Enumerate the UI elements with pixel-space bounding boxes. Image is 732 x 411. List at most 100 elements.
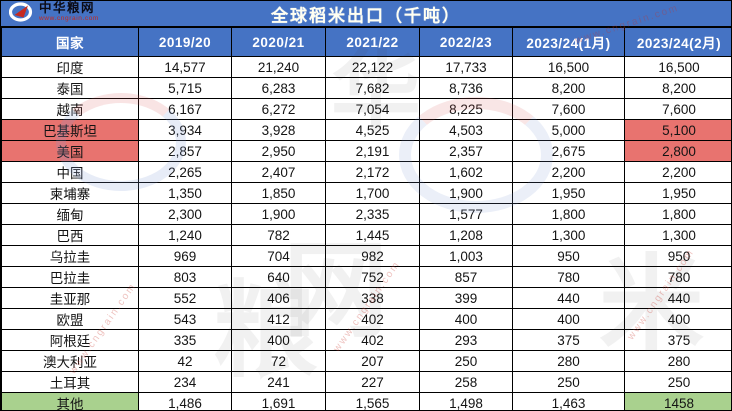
rice-export-table: 国家 2019/20 2020/21 2021/22 2022/23 2023/24(1…	[1, 27, 731, 410]
title-bar: 中华粮网 www.cngrain.com 全球稻米出口（千吨）	[1, 1, 731, 27]
country-cell: 阿根廷	[1, 329, 139, 351]
value-cell: 402	[325, 329, 420, 351]
value-cell: 2,200	[512, 161, 625, 183]
value-cell: 440	[624, 287, 731, 309]
value-cell: 780	[512, 266, 625, 288]
country-cell: 美国	[1, 140, 139, 162]
value-cell: 280	[512, 350, 625, 372]
value-cell: 1,240	[138, 224, 232, 246]
cngrain-logo-icon	[9, 2, 33, 22]
value-cell: 250	[512, 371, 625, 393]
value-cell: 6,167	[138, 98, 232, 120]
table-row: 印度 14,577 21,240 22,122 17,733 16,500 16,500	[1, 56, 731, 78]
value-cell: 17,733	[419, 56, 513, 78]
value-cell: 1,300	[512, 224, 625, 246]
value-cell: 1,691	[231, 392, 326, 410]
country-cell: 柬埔寨	[1, 182, 139, 204]
value-cell: 1,463	[512, 392, 625, 410]
value-cell: 1458	[624, 392, 731, 410]
country-cell: 泰国	[1, 77, 139, 99]
table-row: 巴西 1,240 782 1,445 1,208 1,300 1,300	[1, 224, 731, 246]
value-cell: 250	[624, 371, 731, 393]
value-cell: 207	[325, 350, 420, 372]
table-row: 美国 2,857 2,950 2,191 2,357 2,675 2,800	[1, 140, 731, 162]
value-cell: 72	[231, 350, 326, 372]
table-row: 阿根廷 335 400 402 293 375 375	[1, 329, 731, 351]
value-cell: 406	[231, 287, 326, 309]
value-cell: 8,200	[512, 77, 625, 99]
table-row: 泰国 5,715 6,283 7,682 8,736 8,200 8,200	[1, 77, 731, 99]
value-cell: 8,736	[419, 77, 513, 99]
table-row: 中国 2,265 2,407 2,172 1,602 2,200 2,200	[1, 161, 731, 183]
value-cell: 7,600	[512, 98, 625, 120]
country-cell: 巴基斯坦	[1, 119, 139, 141]
value-cell: 7,682	[325, 77, 420, 99]
value-cell: 241	[231, 371, 326, 393]
year-column-header: 2021/22	[325, 27, 420, 57]
table-row: 圭亚那 552 406 338 399 440 440	[1, 287, 731, 309]
country-cell: 巴拉圭	[1, 266, 139, 288]
header-row: 国家 2019/20 2020/21 2021/22 2022/23 2023/24(1…	[1, 27, 731, 57]
table-row: 欧盟 543 412 402 400 400 400	[1, 308, 731, 330]
value-cell: 1,208	[419, 224, 513, 246]
brand-url: www.cngrain.com	[39, 14, 99, 22]
table-row: 澳大利亚 42 72 207 250 280 280	[1, 350, 731, 372]
value-cell: 6,272	[231, 98, 326, 120]
value-cell: 752	[325, 266, 420, 288]
value-cell: 1,900	[419, 182, 513, 204]
value-cell: 1,900	[231, 203, 326, 225]
value-cell: 803	[138, 266, 232, 288]
value-cell: 782	[231, 224, 326, 246]
value-cell: 2,265	[138, 161, 232, 183]
value-cell: 1,486	[138, 392, 232, 410]
country-cell: 圭亚那	[1, 287, 139, 309]
value-cell: 42	[138, 350, 232, 372]
value-cell: 1,950	[624, 182, 731, 204]
value-cell: 5,715	[138, 77, 232, 99]
table-row: 柬埔寨 1,350 1,850 1,700 1,900 1,950 1,950	[1, 182, 731, 204]
value-cell: 640	[231, 266, 326, 288]
value-cell: 2,357	[419, 140, 513, 162]
value-cell: 2,950	[231, 140, 326, 162]
value-cell: 2,407	[231, 161, 326, 183]
value-cell: 857	[419, 266, 513, 288]
value-cell: 440	[512, 287, 625, 309]
value-cell: 2,857	[138, 140, 232, 162]
value-cell: 375	[624, 329, 731, 351]
value-cell: 375	[512, 329, 625, 351]
country-cell: 乌拉圭	[1, 245, 139, 267]
value-cell: 22,122	[325, 56, 420, 78]
value-cell: 335	[138, 329, 232, 351]
value-cell: 412	[231, 308, 326, 330]
year-column-header: 2023/24(2月)	[624, 27, 731, 57]
value-cell: 1,445	[325, 224, 420, 246]
value-cell: 8,200	[624, 77, 731, 99]
value-cell: 1,003	[419, 245, 513, 267]
country-cell: 中国	[1, 161, 139, 183]
value-cell: 1,350	[138, 182, 232, 204]
value-cell: 234	[138, 371, 232, 393]
value-cell: 982	[325, 245, 420, 267]
value-cell: 543	[138, 308, 232, 330]
country-cell: 土耳其	[1, 371, 139, 393]
value-cell: 7,600	[624, 98, 731, 120]
value-cell: 1,800	[512, 203, 625, 225]
value-cell: 2,675	[512, 140, 625, 162]
value-cell: 1,577	[419, 203, 513, 225]
year-column-header: 2020/21	[231, 27, 326, 57]
brand-name: 中华粮网	[39, 1, 96, 15]
value-cell: 1,498	[419, 392, 513, 410]
country-cell: 其他	[1, 392, 139, 410]
value-cell: 4,503	[419, 119, 513, 141]
value-cell: 5,000	[512, 119, 625, 141]
country-cell: 巴西	[1, 224, 139, 246]
value-cell: 3,928	[231, 119, 326, 141]
table-row: 乌拉圭 969 704 982 1,003 950 950	[1, 245, 731, 267]
value-cell: 227	[325, 371, 420, 393]
table-row: 缅甸 2,300 1,900 2,335 1,577 1,800 1,800	[1, 203, 731, 225]
value-cell: 552	[138, 287, 232, 309]
value-cell: 969	[138, 245, 232, 267]
value-cell: 8,225	[419, 98, 513, 120]
value-cell: 5,100	[624, 119, 731, 141]
